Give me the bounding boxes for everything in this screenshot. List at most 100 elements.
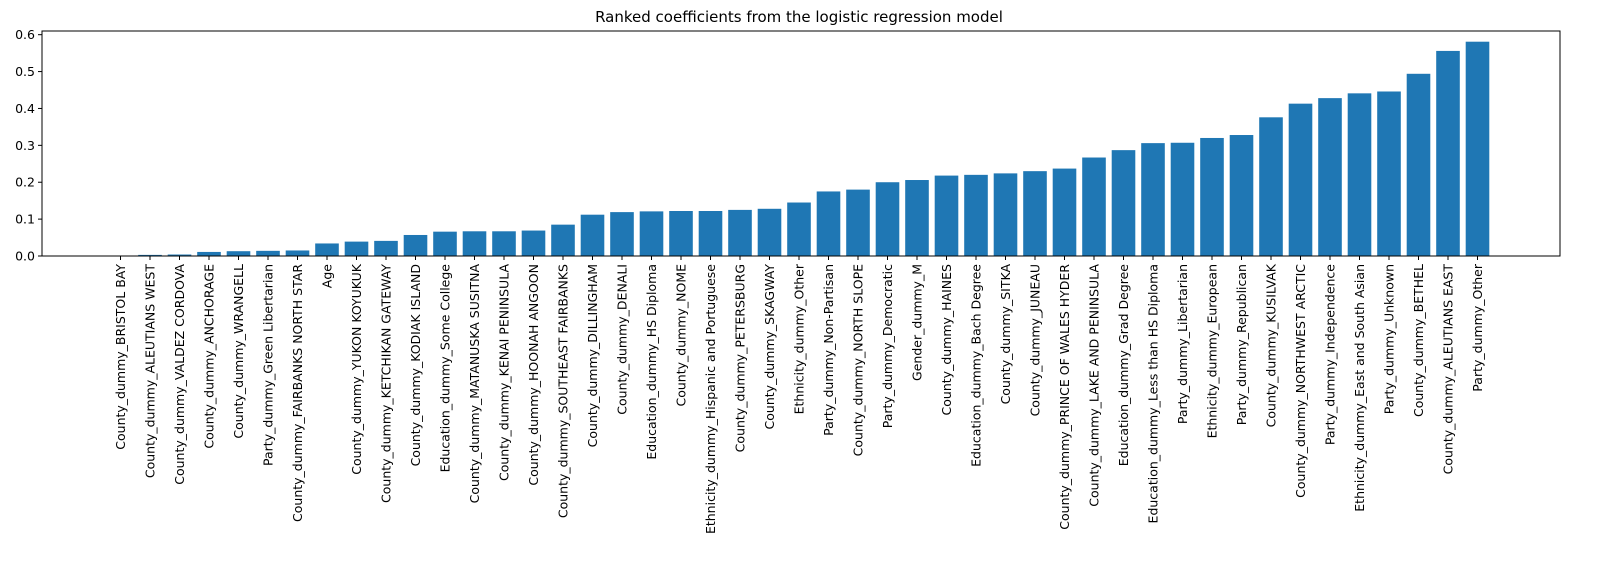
- bar: [1318, 98, 1342, 256]
- x-tick-label: County_dummy_KODIAK ISLAND: [408, 264, 423, 466]
- x-tick-label: Party_dummy_Green Libertarian: [261, 264, 276, 466]
- bar: [433, 232, 457, 256]
- x-axis: County_dummy_BRISTOL BAY County_dummy_ALE…: [113, 256, 1485, 534]
- x-tick-label: County_dummy_DENALI: [615, 264, 630, 415]
- x-tick-label: County_dummy_SOUTHEAST FAIRBANKS: [556, 264, 571, 518]
- bar: [728, 210, 752, 256]
- x-tick-label: Party_dummy_Libertarian: [1175, 264, 1190, 424]
- chart-title: Ranked coefficients from the logistic re…: [595, 8, 1003, 26]
- x-tick-label: County_dummy_ANCHORAGE: [202, 264, 217, 449]
- x-tick-label: County_dummy_MATANUSKA SUSITNA: [467, 264, 482, 504]
- bar: [699, 211, 723, 256]
- x-tick-label: Party_dummy_Republican: [1234, 264, 1249, 425]
- x-tick-label: County_dummy_KETCHIKAN GATEWAY: [379, 264, 394, 503]
- x-tick-label: Education_dummy_Some College: [438, 264, 453, 473]
- x-tick-label: County_dummy_NOME: [674, 264, 689, 407]
- bar: [905, 180, 929, 256]
- bar: [315, 243, 339, 256]
- bar: [1377, 91, 1401, 256]
- bars-layer: [109, 42, 1490, 256]
- bar: [758, 209, 782, 256]
- x-tick-label: County_dummy_DILLINGHAM: [585, 264, 600, 447]
- x-tick-label: Education_dummy_HS Diploma: [644, 264, 659, 460]
- x-tick-label: County_dummy_BRISTOL BAY: [113, 264, 128, 450]
- x-tick-label: County_dummy_ALEUTIANS WEST: [143, 264, 158, 479]
- x-tick-label: County_dummy_WRANGELL: [231, 264, 246, 439]
- x-tick-label: County_dummy_SKAGWAY: [762, 264, 777, 430]
- y-tick-label: 0.0: [15, 249, 35, 264]
- x-tick-label: Education_dummy_Less than HS Diploma: [1146, 264, 1161, 523]
- bar: [551, 225, 575, 256]
- bar: [1200, 138, 1224, 256]
- x-tick-label: County_dummy_HOONAH ANGOON: [526, 264, 541, 486]
- y-tick-label: 0.2: [15, 175, 35, 190]
- x-tick-label: Party_dummy_Non-Partisan: [821, 264, 836, 436]
- bar: [846, 190, 870, 256]
- bar: [286, 250, 310, 256]
- x-tick-label: Ethnicity_dummy_Other: [792, 263, 807, 414]
- bar: [1407, 74, 1431, 256]
- bar: [374, 241, 398, 256]
- x-tick-label: Gender_dummy_M: [910, 264, 925, 381]
- bar: [994, 173, 1018, 256]
- bar: [522, 231, 546, 256]
- x-tick-label: County_dummy_BETHEL: [1411, 264, 1426, 417]
- x-tick-label: County_dummy_VALDEZ CORDOVA: [172, 264, 187, 485]
- bar: [1230, 135, 1254, 256]
- x-tick-label: Party_dummy_Unknown: [1382, 264, 1397, 414]
- x-tick-label: Age: [320, 264, 335, 288]
- bar: [227, 251, 251, 256]
- bar: [640, 211, 664, 256]
- x-tick-label: Party_dummy_Democratic: [880, 264, 895, 428]
- bar: [404, 235, 428, 256]
- bar: [463, 231, 487, 256]
- bar: [1112, 150, 1136, 256]
- bar: [876, 182, 900, 256]
- x-tick-label: County_dummy_SITKA: [998, 264, 1013, 405]
- bar: [817, 191, 841, 256]
- y-tick-label: 0.3: [15, 138, 35, 153]
- x-tick-label: County_dummy_ALEUTIANS EAST: [1441, 264, 1456, 475]
- bar: [345, 242, 369, 256]
- bar: [964, 175, 988, 256]
- x-tick-label: County_dummy_KUSILVAK: [1264, 263, 1279, 427]
- x-tick-label: Education_dummy_Bach Degree: [969, 264, 984, 467]
- bar: [1023, 171, 1047, 256]
- bar: [197, 252, 221, 256]
- x-tick-label: County_dummy_YUKON KOYUKUK: [349, 263, 364, 475]
- bar: [1171, 143, 1195, 256]
- bar: [581, 215, 605, 256]
- bar: [1053, 169, 1077, 256]
- bar: [1259, 117, 1283, 256]
- bar: [787, 203, 811, 256]
- y-tick-label: 0.6: [15, 27, 35, 42]
- x-tick-label: County_dummy_FAIRBANKS NORTH STAR: [290, 264, 305, 522]
- x-tick-label: County_dummy_KENAI PENINSULA: [497, 264, 512, 481]
- x-tick-label: Party_dummy_Other: [1470, 263, 1485, 392]
- x-tick-label: County_dummy_JUNEAU: [1028, 264, 1043, 416]
- bar: [1289, 104, 1313, 256]
- bar: [1141, 143, 1165, 256]
- x-tick-label: County_dummy_PETERSBURG: [733, 264, 748, 452]
- bar: [1348, 93, 1372, 256]
- x-tick-label: Ethnicity_dummy_Hispanic and Portuguese: [703, 264, 718, 534]
- bar: [256, 251, 280, 256]
- bar: [1436, 51, 1460, 256]
- x-tick-label: Ethnicity_dummy_East and South Asian: [1352, 264, 1367, 512]
- bar: [610, 212, 634, 256]
- x-tick-label: Ethnicity_dummy_European: [1205, 264, 1220, 438]
- x-tick-label: County_dummy_NORTHWEST ARCTIC: [1293, 264, 1308, 498]
- x-tick-label: County_dummy_HAINES: [939, 264, 954, 416]
- bar: [1082, 158, 1106, 256]
- bar: [935, 176, 959, 256]
- x-tick-label: Education_dummy_Grad Degree: [1116, 264, 1131, 467]
- y-tick-label: 0.4: [15, 101, 35, 116]
- x-tick-label: Party_dummy_Independence: [1323, 264, 1338, 445]
- bar: [1466, 42, 1490, 256]
- x-tick-label: County_dummy_NORTH SLOPE: [851, 264, 866, 456]
- x-tick-label: County_dummy_LAKE AND PENINSULA: [1087, 264, 1102, 507]
- bar: [669, 211, 693, 256]
- y-tick-label: 0.5: [15, 64, 35, 79]
